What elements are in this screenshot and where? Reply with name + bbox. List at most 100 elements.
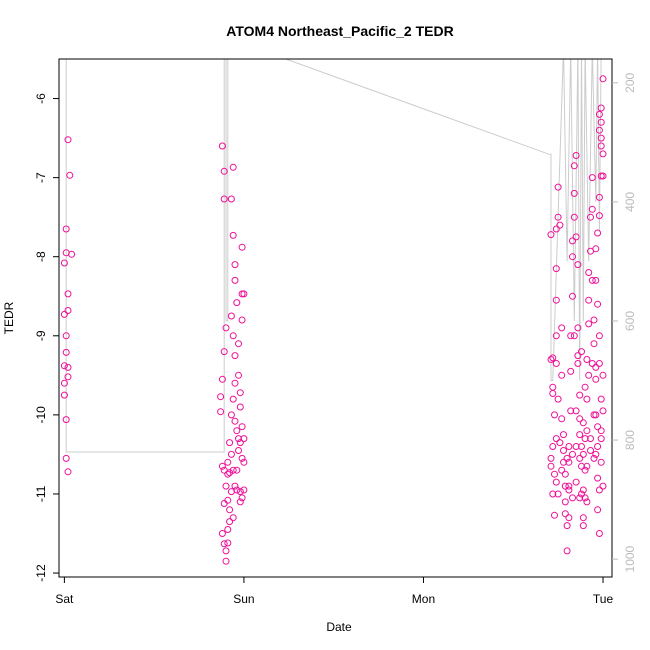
data-point: [220, 348, 228, 356]
data-point: [240, 458, 248, 466]
data-point: [64, 373, 72, 381]
y-tick-label: -7: [34, 172, 48, 183]
data-point: [552, 332, 560, 340]
data-point: [597, 458, 605, 466]
data-point: [220, 195, 228, 203]
data-point: [599, 150, 607, 158]
data-point: [579, 522, 587, 530]
data-point: [227, 312, 235, 320]
data-point: [572, 233, 580, 241]
data-point: [554, 213, 562, 221]
data-point: [588, 205, 596, 213]
data-point: [574, 324, 582, 332]
data-point: [581, 435, 589, 443]
data-point: [569, 450, 576, 458]
data-point: [588, 174, 596, 182]
y-tick-label: -11: [34, 485, 48, 502]
data-point: [585, 296, 593, 304]
data-point: [64, 363, 72, 371]
data-point: [220, 540, 228, 548]
data-point: [233, 486, 241, 494]
data-point: [595, 126, 603, 134]
data-point: [231, 417, 239, 425]
data-point: [597, 104, 605, 112]
data-point: [597, 435, 605, 443]
data-point: [235, 340, 242, 348]
data-point: [229, 332, 237, 340]
data-point: [599, 371, 607, 379]
data-point: [585, 320, 593, 328]
data-point: [558, 324, 566, 332]
data-point: [574, 261, 582, 269]
y2-tick-label: 800: [623, 430, 637, 450]
data-point: [226, 439, 234, 447]
data-point: [226, 469, 234, 477]
data-point: [599, 407, 607, 415]
data-point: [218, 530, 226, 537]
data-point: [576, 454, 584, 462]
data-point: [592, 245, 600, 253]
data-point: [547, 231, 555, 239]
data-point: [595, 332, 603, 340]
data-point: [229, 163, 237, 171]
data-point: [594, 474, 602, 482]
data-point: [236, 439, 244, 447]
data-point: [579, 450, 587, 458]
data-point: [599, 482, 607, 490]
data-point: [570, 162, 578, 170]
data-point: [62, 454, 70, 462]
data-point: [240, 486, 248, 494]
data-point: [236, 389, 244, 397]
data-point: [549, 354, 557, 362]
data-point: [567, 407, 575, 415]
altitude-line: [65, 59, 602, 453]
data-point: [587, 435, 594, 443]
data-point: [565, 458, 573, 466]
y-tick-label: -9: [34, 330, 48, 341]
data-point: [224, 496, 232, 504]
data-point: [556, 221, 564, 229]
data-point: [583, 356, 591, 363]
data-point: [576, 431, 584, 439]
data-point: [60, 310, 68, 318]
data-point: [578, 443, 585, 450]
y-tick-label: -10: [34, 406, 48, 424]
data-point: [576, 494, 584, 502]
data-point: [549, 443, 557, 450]
chart-title: ATOM4 Northeast_Pacific_2 TEDR: [226, 23, 453, 39]
data-point: [561, 482, 569, 490]
data-point: [235, 371, 242, 379]
data-point: [235, 435, 242, 443]
data-point: [592, 276, 600, 284]
data-point: [581, 466, 589, 474]
data-point: [569, 494, 576, 502]
data-point: [595, 360, 603, 367]
data-point: [585, 269, 593, 276]
data-point: [592, 450, 600, 458]
data-point: [227, 411, 235, 419]
data-point: [547, 462, 555, 470]
data-point: [552, 265, 560, 273]
data-point: [561, 470, 569, 478]
x-tick-label: Tue: [593, 592, 614, 606]
data-point: [592, 363, 600, 371]
data-point: [551, 411, 558, 419]
data-point: [231, 276, 239, 284]
data-point: [560, 431, 567, 439]
data-point: [235, 447, 242, 454]
data-point: [233, 299, 241, 307]
data-point: [556, 439, 564, 447]
data-point: [585, 371, 593, 379]
data-point: [595, 193, 603, 201]
x-axis-label: Date: [326, 620, 352, 634]
data-point: [238, 316, 246, 324]
data-point: [217, 393, 225, 401]
data-point: [222, 557, 230, 565]
data-point: [576, 391, 584, 399]
data-point: [570, 189, 578, 197]
data-point: [217, 408, 225, 416]
data-point: [569, 237, 576, 245]
data-point: [64, 136, 72, 144]
data-point: [549, 383, 557, 391]
data-point: [595, 110, 603, 118]
